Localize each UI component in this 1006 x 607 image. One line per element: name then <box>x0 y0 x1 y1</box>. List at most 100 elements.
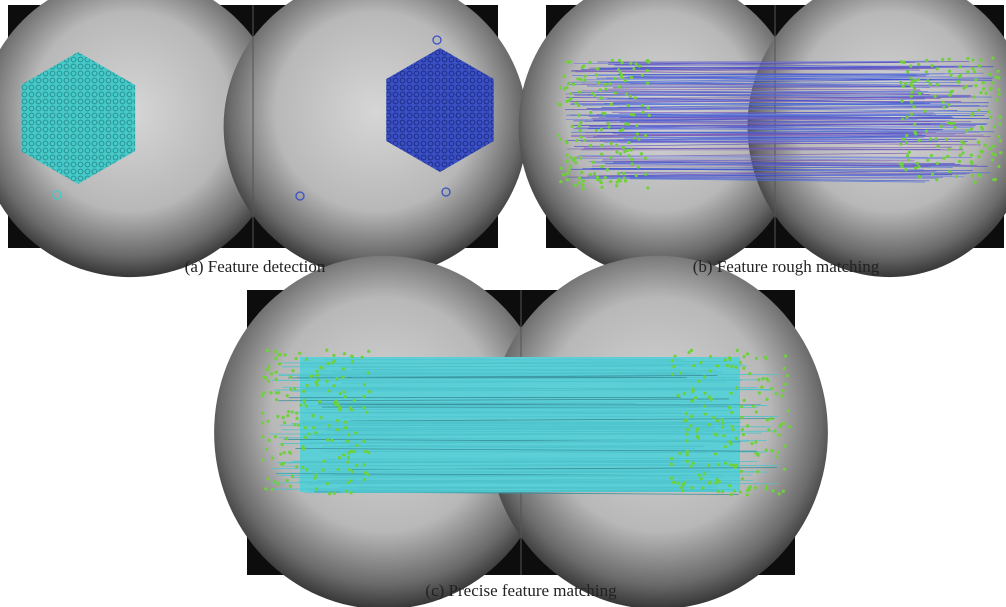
keypoint <box>619 71 622 74</box>
keypoint <box>337 468 340 471</box>
keypoint <box>984 92 987 95</box>
keypoint <box>315 487 318 490</box>
keypoint <box>775 455 778 458</box>
keypoint <box>339 392 342 395</box>
keypoint <box>740 470 743 473</box>
keypoint <box>982 81 985 84</box>
keypoint <box>703 392 706 395</box>
keypoint <box>778 492 781 495</box>
keypoint <box>274 357 277 360</box>
keypoint <box>265 448 268 451</box>
keypoint <box>721 490 724 493</box>
keypoint <box>757 454 760 457</box>
keypoint <box>728 406 731 409</box>
keypoint <box>978 173 981 176</box>
keypoint <box>630 76 633 79</box>
keypoint <box>282 416 285 419</box>
keypoint <box>729 493 732 496</box>
keypoint <box>569 165 572 168</box>
keypoint <box>343 352 346 355</box>
keypoint <box>999 139 1002 142</box>
keypoint <box>600 144 603 147</box>
keypoint <box>607 125 610 128</box>
keypoint <box>786 374 789 377</box>
keypoint <box>686 460 689 463</box>
keypoint <box>632 67 635 70</box>
keypoint <box>681 489 684 492</box>
keypoint <box>726 364 729 367</box>
keypoint <box>333 492 336 495</box>
keypoint <box>579 78 582 81</box>
keypoint <box>268 439 271 442</box>
keypoint <box>703 472 706 475</box>
panels <box>0 0 1006 607</box>
keypoint <box>909 64 912 67</box>
keypoint <box>912 105 915 108</box>
keypoint <box>559 138 562 141</box>
keypoint <box>767 428 770 431</box>
keypoint <box>730 411 733 414</box>
keypoint <box>692 364 695 367</box>
keypoint <box>644 157 647 160</box>
page: (a) Feature detection (b) Feature rough … <box>0 0 1006 607</box>
keypoint <box>606 168 609 171</box>
keypoint <box>363 383 366 386</box>
keypoint <box>741 428 744 431</box>
keypoint <box>344 395 347 398</box>
keypoint <box>909 76 912 79</box>
keypoint <box>712 416 715 419</box>
keypoint <box>286 414 289 417</box>
keypoint <box>627 122 630 125</box>
keypoint <box>716 364 719 367</box>
keypoint <box>295 411 298 414</box>
keypoint <box>349 406 352 409</box>
keypoint <box>622 172 625 175</box>
keypoint <box>615 151 618 154</box>
keypoint <box>913 123 916 126</box>
keypoint <box>977 141 980 144</box>
keypoint <box>325 349 328 352</box>
keypoint <box>671 373 674 376</box>
keypoint <box>690 349 693 352</box>
keypoint <box>949 73 952 76</box>
keypoint <box>619 129 622 132</box>
keypoint <box>261 458 264 461</box>
keypoint <box>748 372 751 375</box>
keypoint <box>315 370 318 373</box>
keypoint <box>973 95 976 98</box>
keypoint <box>905 116 908 119</box>
keypoint <box>342 453 345 456</box>
keypoint <box>686 450 689 453</box>
keypoint <box>347 481 350 484</box>
keypoint <box>686 428 689 431</box>
keypoint <box>600 128 603 131</box>
keypoint <box>734 366 737 369</box>
keypoint <box>739 361 742 364</box>
keypoint <box>947 148 950 151</box>
keypoint <box>368 390 371 393</box>
keypoint <box>271 488 274 491</box>
keypoint <box>917 165 920 168</box>
keypoint <box>618 59 621 62</box>
keypoint <box>741 477 744 480</box>
keypoint <box>993 125 996 128</box>
keypoint <box>569 92 572 95</box>
keypoint <box>303 401 306 404</box>
keypoint <box>574 102 577 105</box>
keypoint <box>591 92 594 95</box>
keypoint <box>261 435 264 438</box>
keypoint <box>595 129 598 132</box>
keypoint <box>562 173 565 176</box>
keypoint <box>959 154 962 157</box>
keypoint <box>925 70 928 73</box>
keypoint <box>332 354 335 357</box>
keypoint <box>297 424 300 427</box>
keypoint <box>930 154 933 157</box>
keypoint <box>615 184 618 187</box>
keypoint <box>275 377 278 380</box>
keypoint <box>644 173 647 176</box>
keypoint <box>672 481 675 484</box>
keypoint <box>332 384 335 387</box>
keypoint <box>593 172 596 175</box>
keypoint <box>973 70 976 73</box>
